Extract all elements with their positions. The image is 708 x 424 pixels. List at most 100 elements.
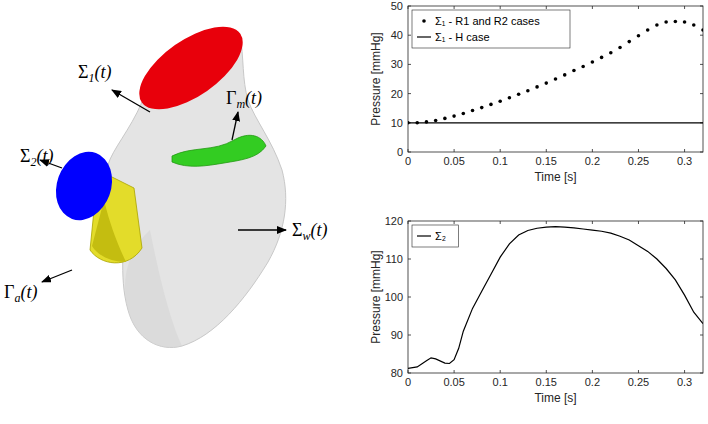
label-argument: (t)	[36, 146, 53, 167]
legend: Σ₁ - R1 and R2 cases Σ₁ - H case	[412, 10, 570, 48]
x-tick	[500, 370, 501, 373]
data-point	[443, 117, 447, 121]
x-tick	[408, 221, 409, 224]
y-tick-label: 50	[391, 0, 403, 12]
data-point	[701, 28, 703, 32]
y-tick	[700, 221, 703, 222]
data-point	[609, 51, 613, 55]
legend-line	[417, 235, 431, 236]
label-subscript: w	[302, 229, 310, 243]
y-tick	[700, 297, 703, 298]
data-point	[526, 89, 530, 93]
x-tick-label: 0.25	[628, 155, 649, 167]
label-argument: (t)	[245, 88, 262, 109]
data-point	[600, 56, 604, 60]
x-tick-label: 0.3	[677, 376, 692, 388]
legend-label: Σ₂	[435, 230, 446, 242]
y-tick-label: 120	[385, 215, 403, 227]
label-subscript: m	[236, 97, 245, 111]
data-point	[517, 92, 521, 96]
x-tick	[684, 149, 685, 152]
data-point	[692, 23, 696, 27]
data-point	[618, 46, 622, 50]
x-tick-label: 0.25	[628, 376, 649, 388]
y-tick	[700, 93, 703, 94]
x-tick	[500, 221, 501, 224]
y-tick	[700, 152, 703, 153]
y-tick-label: 80	[391, 367, 403, 379]
x-tick	[546, 370, 547, 373]
x-tick	[684, 221, 685, 224]
x-tick	[408, 370, 409, 373]
y-tick	[408, 6, 411, 7]
x-tick-label: 0.05	[443, 155, 464, 167]
y-tick-label: 10	[391, 117, 403, 129]
x-tick	[454, 6, 455, 9]
y-tick	[408, 35, 411, 36]
legend: Σ₂	[412, 225, 458, 247]
arrow	[42, 270, 72, 282]
legend-label: Σ₁ - H case	[435, 31, 490, 43]
diagram-label: Σ1(t)	[78, 62, 111, 85]
x-tick-label: 0.1	[493, 376, 508, 388]
data-line	[408, 122, 703, 123]
x-tick	[638, 6, 639, 9]
x-tick-label: 0.3	[677, 155, 692, 167]
y-tick-label: 110	[385, 253, 403, 265]
x-axis-label: Time [s]	[534, 391, 576, 405]
label-argument: (t)	[20, 282, 37, 303]
data-point	[471, 109, 475, 113]
legend-marker	[422, 19, 426, 23]
diagram-label: Σw(t)	[292, 220, 328, 243]
x-tick	[454, 370, 455, 373]
data-point	[572, 69, 576, 73]
data-point	[544, 81, 548, 85]
y-tick	[700, 259, 703, 260]
x-tick	[684, 370, 685, 373]
data-point	[434, 119, 438, 123]
y-tick-label: 20	[391, 88, 403, 100]
y-tick	[408, 297, 411, 298]
inflow-section	[47, 144, 122, 228]
x-tick	[592, 149, 593, 152]
arrow	[112, 90, 150, 112]
y-tick	[700, 35, 703, 36]
y-tick	[408, 93, 411, 94]
y-tick	[408, 335, 411, 336]
data-point	[563, 73, 567, 77]
y-tick	[408, 373, 411, 374]
x-tick	[454, 221, 455, 224]
y-axis-label: Pressure [mmHg]	[369, 250, 383, 343]
y-tick	[700, 335, 703, 336]
x-tick	[638, 221, 639, 224]
x-tick	[454, 149, 455, 152]
arrow	[238, 229, 286, 230]
outflow-section	[126, 11, 256, 126]
data-point	[489, 103, 493, 107]
x-tick-label: 0.15	[536, 376, 557, 388]
diagram-label: Γa(t)	[4, 282, 37, 305]
mitral-valve	[172, 135, 266, 166]
x-tick	[638, 149, 639, 152]
legend-label: Σ₁ - R1 and R2 cases	[435, 15, 540, 27]
x-tick-label: 0	[405, 376, 411, 388]
chart: 00.050.10.150.20.250.38090100110120Time …	[369, 215, 703, 405]
label-symbol: Γ	[226, 88, 236, 108]
x-tick-label: 0.1	[493, 155, 508, 167]
x-tick-label: 0.05	[443, 376, 464, 388]
data-point	[655, 23, 659, 27]
legend-box	[412, 10, 570, 48]
y-tick-label: 100	[385, 291, 403, 303]
data-point	[452, 114, 456, 118]
diagram-label: Γm(t)	[226, 88, 262, 111]
data-point	[637, 34, 641, 38]
x-tick	[546, 149, 547, 152]
data-line	[408, 227, 703, 369]
figure: Σ1(t)Σ2(t)Γm(t)Σw(t)Γa(t)00.050.10.150.2…	[0, 0, 708, 424]
label-symbol: Σ	[20, 146, 30, 166]
diagram: Σ1(t)Σ2(t)Γm(t)Σw(t)Γa(t)	[4, 11, 328, 348]
y-tick-label: 0	[397, 146, 403, 158]
label-argument: (t)	[311, 220, 328, 241]
x-tick-label: 0	[405, 155, 411, 167]
label-symbol: Σ	[78, 62, 88, 82]
